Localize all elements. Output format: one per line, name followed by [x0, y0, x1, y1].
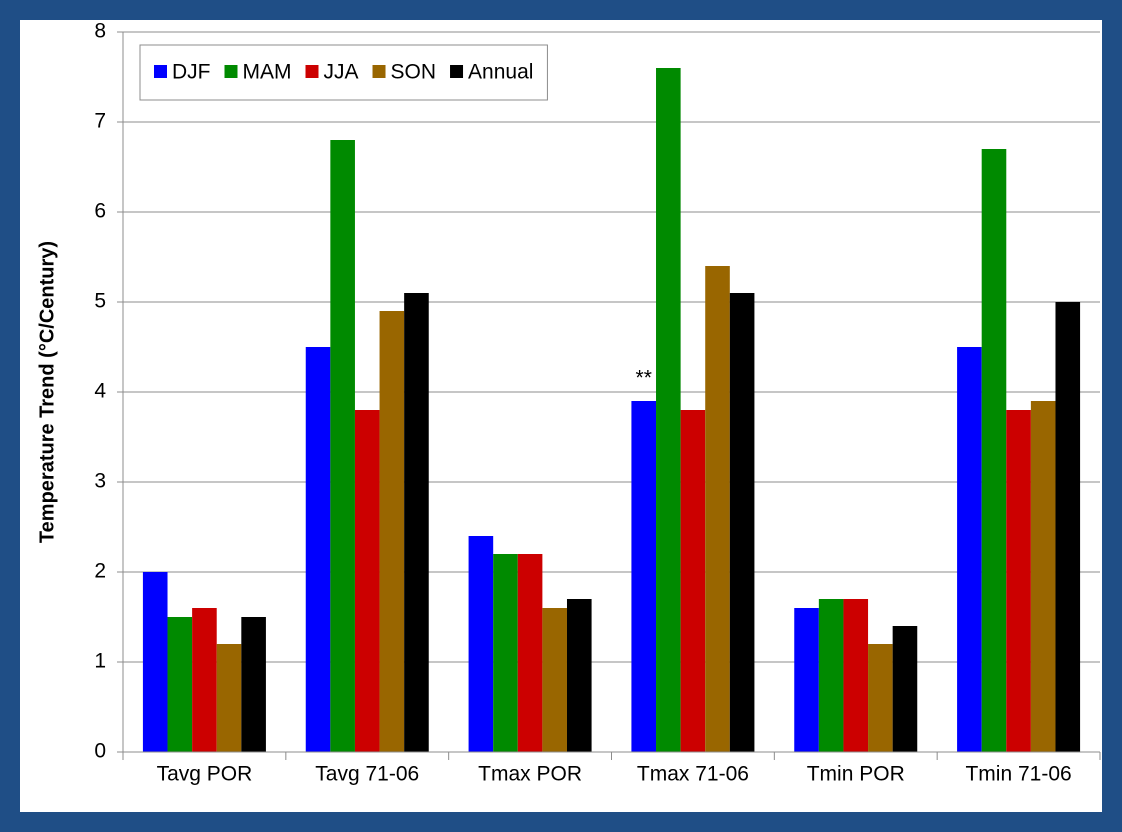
y-tick-label: 5 — [94, 290, 106, 313]
y-tick-label: 3 — [94, 470, 106, 493]
x-tick-label: Tmax POR — [478, 763, 582, 786]
bar — [354, 410, 380, 752]
legend-label: MAM — [243, 61, 292, 84]
y-tick-label: 6 — [94, 200, 106, 223]
legend-swatch — [450, 65, 464, 78]
bar — [843, 599, 869, 752]
bar — [656, 68, 681, 752]
bar — [468, 536, 494, 752]
x-tick-label: Tmin 71-06 — [965, 763, 1071, 786]
annotation: ** — [636, 367, 652, 390]
x-tick-label: Tmax 71-06 — [637, 763, 749, 786]
legend-label: DJF — [172, 61, 211, 84]
legend-swatch — [372, 65, 386, 78]
y-axis-label: Temperature Trend (°C/Century) — [36, 241, 58, 543]
bar — [517, 554, 543, 752]
bar — [868, 644, 893, 752]
y-tick-label: 4 — [94, 380, 106, 403]
bar — [705, 266, 730, 752]
x-tick-label: Tavg 71-06 — [315, 763, 419, 786]
legend-label: Annual — [468, 61, 533, 84]
bar — [1055, 302, 1081, 752]
legend-swatch — [154, 65, 167, 78]
y-tick-label: 2 — [94, 560, 106, 583]
legend-label: JJA — [324, 61, 359, 84]
bar — [631, 401, 657, 752]
bar — [167, 617, 193, 752]
legend-swatch — [224, 65, 238, 78]
bar — [680, 410, 706, 752]
y-tick-label: 1 — [94, 650, 106, 673]
bar — [1030, 401, 1056, 752]
x-tick-label: Tavg POR — [157, 763, 253, 786]
bar — [305, 347, 331, 752]
legend-box — [139, 44, 548, 101]
bar — [794, 608, 819, 752]
bar — [818, 599, 844, 752]
bar — [729, 293, 755, 752]
bar — [192, 608, 217, 752]
bar — [241, 617, 266, 752]
bar — [1006, 410, 1031, 752]
bar — [404, 293, 429, 752]
legend-swatch — [305, 65, 319, 78]
bar — [542, 608, 567, 752]
y-tick-label: 8 — [94, 20, 106, 43]
legend-label: SON — [391, 61, 437, 84]
bar — [493, 554, 518, 752]
bar — [142, 572, 168, 752]
bar — [957, 347, 982, 752]
x-tick-label: Tmin POR — [807, 763, 905, 786]
y-tick-label: 0 — [94, 740, 106, 763]
bar — [981, 149, 1007, 752]
bar — [566, 599, 592, 752]
bar — [379, 311, 405, 752]
y-tick-label: 7 — [94, 110, 106, 133]
bar — [892, 626, 918, 752]
bar — [330, 140, 355, 752]
bar — [216, 644, 242, 752]
